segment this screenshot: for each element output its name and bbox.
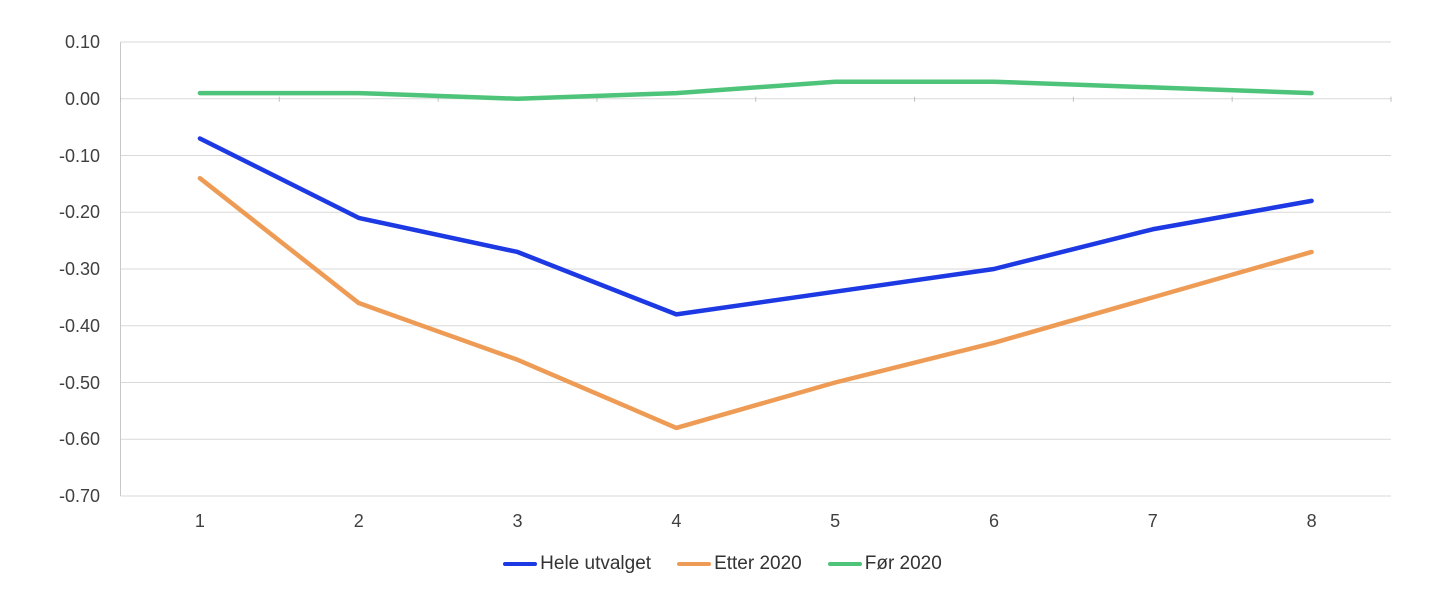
x-axis-tick-label: 2: [353, 511, 364, 531]
legend-item-etter-2020: Etter 2020: [677, 552, 802, 576]
x-axis-tick-label: 7: [1147, 511, 1158, 531]
y-axis-tick-label: -0.70: [58, 486, 100, 506]
legend-line-swatch-icon: [827, 562, 862, 566]
x-axis-tick-label: 3: [512, 511, 523, 531]
legend-line-swatch-icon: [503, 562, 538, 566]
x-axis-tick-label: 6: [988, 511, 999, 531]
x-axis-tick-label: 4: [671, 511, 682, 531]
legend-line-swatch-icon: [677, 562, 712, 566]
y-axis-tick-label: -0.20: [58, 202, 100, 223]
x-axis-tick-label: 8: [1306, 511, 1317, 531]
series-line-etter-2020: [197, 175, 1314, 431]
series-line-f-r-2020: [197, 79, 1314, 101]
x-axis-ticks: [120, 96, 1392, 102]
y-axis-tick-label: -0.60: [58, 429, 100, 450]
x-axis-tick-label: 5: [830, 511, 841, 531]
legend: Hele utvalget Etter 2020 Før 2020: [0, 551, 1445, 577]
series-line-hele-utvalget: [197, 136, 1314, 317]
y-axis-tick-label: -0.30: [58, 259, 100, 279]
y-axis-tick-label: -0.10: [58, 145, 100, 166]
gridlines: [120, 41, 1391, 497]
y-axis-tick-label: -0.40: [58, 315, 100, 336]
legend-item-hele-utvalget: Hele utvalget: [503, 552, 651, 576]
y-axis-tick-label: 0.10: [64, 32, 100, 52]
x-axis-tick-label: 1: [194, 511, 205, 531]
y-axis-tick-label: 0.00: [64, 88, 100, 109]
legend-label: Hele utvalget: [540, 553, 652, 574]
y-axis-tick-label: -0.50: [58, 372, 100, 393]
legend-label: Før 2020: [864, 553, 942, 574]
legend-item-f-r-2020: Før 2020: [827, 552, 942, 576]
legend-label: Etter 2020: [714, 553, 802, 574]
